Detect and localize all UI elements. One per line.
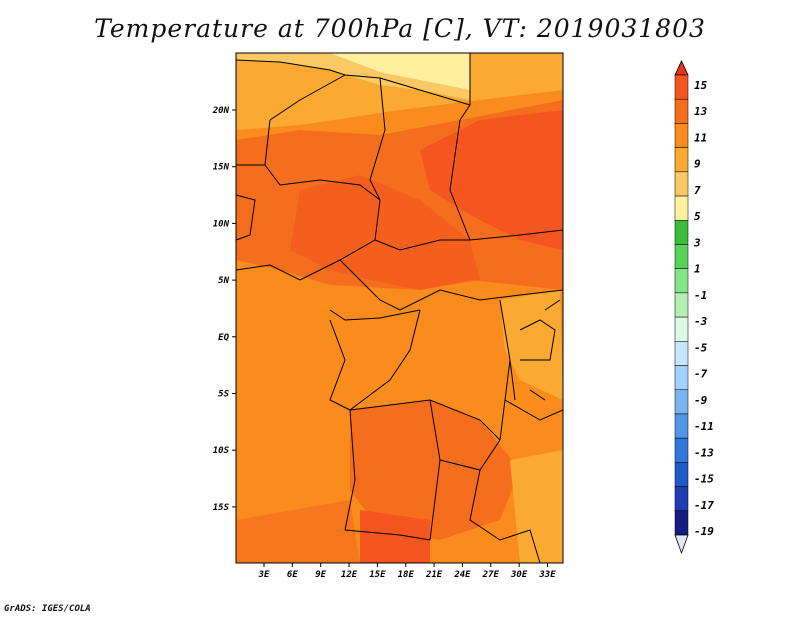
colorbar-label: -19 bbox=[694, 525, 714, 538]
lon-tick-label: 3E bbox=[258, 570, 270, 580]
longitude-ticks: 3E 6E 9E 12E 15E 18E 21E 24E 27E 30E 33E bbox=[258, 563, 556, 580]
lon-tick-label: 15E bbox=[369, 570, 386, 580]
colorbar-swatch bbox=[674, 220, 689, 245]
colorbar-swatch bbox=[674, 268, 689, 294]
colorbar-swatch bbox=[674, 147, 689, 173]
colorbar-swatch bbox=[674, 244, 689, 269]
lon-tick-label: 18E bbox=[398, 570, 415, 580]
colorbar-swatch bbox=[674, 123, 689, 148]
lon-tick-label: 33E bbox=[538, 570, 556, 580]
colorbar-label: -1 bbox=[694, 289, 707, 302]
colorbar-label: -5 bbox=[694, 341, 708, 354]
lat-tick-label: 15N bbox=[213, 163, 230, 173]
colorbar-label: -3 bbox=[694, 315, 708, 328]
colorbar-label: 9 bbox=[694, 158, 701, 171]
lon-tick-label: 12E bbox=[341, 570, 358, 580]
colorbar-label: -15 bbox=[694, 473, 714, 486]
map-frame bbox=[235, 52, 564, 564]
country-borders bbox=[236, 53, 563, 563]
chart-title: Temperature at 700hPa [C], VT: 201903180… bbox=[94, 14, 706, 43]
colorbar-label: -7 bbox=[694, 368, 708, 381]
lat-tick-label: 5S bbox=[218, 390, 229, 400]
colorbar-top-arrow bbox=[674, 60, 689, 76]
colorbar-swatch bbox=[674, 486, 689, 512]
lon-tick-label: 27E bbox=[482, 570, 500, 580]
lat-tick-label: 15S bbox=[213, 503, 230, 513]
colorbar-label: 3 bbox=[693, 236, 701, 249]
lat-tick-label: 20N bbox=[212, 106, 230, 116]
lat-tick-label: EQ bbox=[218, 333, 229, 343]
colorbar-swatch bbox=[674, 171, 689, 197]
latitude-ticks: 20N 15N 10N 5N EQ 5S 10S 15S bbox=[212, 106, 236, 513]
colorbar-swatch bbox=[674, 365, 689, 390]
colorbar-swatch bbox=[674, 462, 689, 487]
colorbar-swatch bbox=[674, 292, 689, 318]
colorbar-label: 11 bbox=[694, 131, 707, 144]
colorbar-label: -13 bbox=[694, 446, 714, 459]
colorbar-bottom-arrow bbox=[674, 534, 689, 555]
colorbar-label: 13 bbox=[694, 105, 708, 118]
colorbar-label: 15 bbox=[694, 79, 708, 92]
colorbar-label: 5 bbox=[694, 210, 701, 223]
lat-tick-label: 10N bbox=[213, 219, 230, 229]
colorbar-swatch bbox=[674, 413, 689, 439]
lon-tick-label: 6E bbox=[287, 570, 298, 580]
colorbar-swatch bbox=[674, 316, 689, 342]
temperature-field bbox=[236, 53, 563, 563]
colorbar-label: -11 bbox=[694, 420, 714, 433]
colorbar-label: -17 bbox=[694, 499, 714, 512]
colorbar-label: 7 bbox=[694, 184, 701, 197]
colorbar-swatch bbox=[674, 437, 689, 463]
colorbar-swatch bbox=[674, 98, 689, 124]
colorbar: 15 13 11 9 7 5 3 1 -1 -3 -5 -7 -9 -11 -13 -15 -17 -19 bbox=[674, 60, 714, 555]
lon-tick-label: 9E bbox=[315, 570, 326, 580]
colorbar-label: -9 bbox=[694, 394, 708, 407]
colorbar-swatch bbox=[674, 195, 689, 221]
colorbar-swatch bbox=[674, 341, 689, 366]
colorbar-swatch bbox=[674, 510, 689, 536]
lon-tick-label: 21E bbox=[425, 570, 443, 580]
grads-credit: GrADS: IGES/COLA bbox=[4, 604, 91, 614]
lon-tick-label: 30E bbox=[510, 570, 528, 580]
colorbar-swatch bbox=[674, 389, 689, 415]
colorbar-swatch bbox=[674, 74, 689, 100]
lon-tick-label: 24E bbox=[453, 570, 471, 580]
lat-tick-label: 5N bbox=[218, 276, 229, 286]
lat-tick-label: 10S bbox=[213, 446, 230, 456]
colorbar-label: 1 bbox=[694, 263, 701, 276]
